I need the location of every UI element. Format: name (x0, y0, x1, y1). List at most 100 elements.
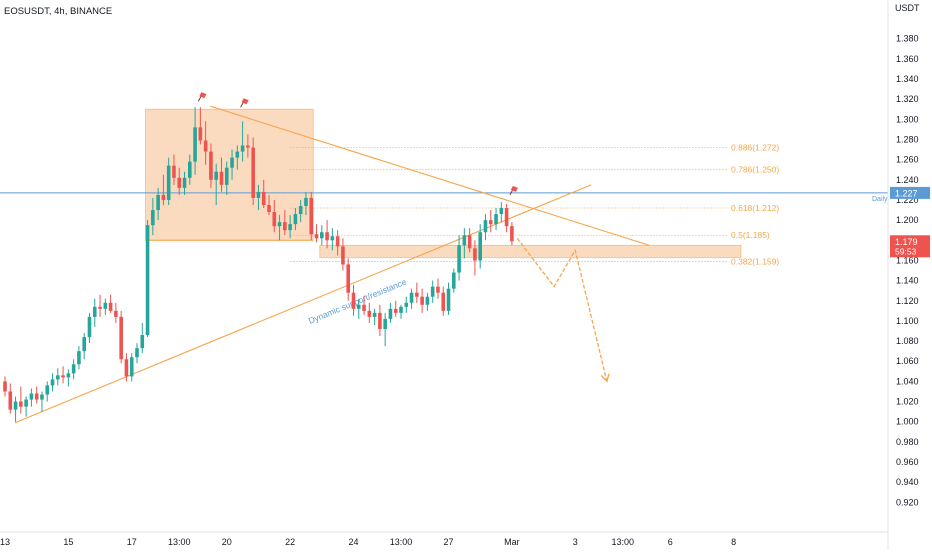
candle-body-19 (103, 302, 108, 309)
candle-body-28 (151, 210, 155, 226)
price-tick-21: 0.960 (896, 457, 919, 467)
candle-body-53 (283, 222, 287, 231)
candle-body-80 (425, 296, 430, 305)
time-tick-13: 8 (731, 537, 736, 547)
candle-body-70 (372, 312, 377, 317)
price-tick-2: 1.340 (896, 74, 919, 84)
price-tick-18: 1.020 (896, 397, 919, 407)
candle-body-83 (441, 292, 446, 311)
candle-body-57 (304, 197, 308, 207)
candle-body-94 (499, 208, 504, 215)
fib-label-0.886: 0.886(1.272) (731, 143, 779, 153)
fib-label-0.382: 0.382(1.159) (731, 256, 779, 266)
candle-body-36 (193, 127, 197, 162)
price-tick-12: 1.140 (896, 276, 919, 286)
time-tick-1: 15 (63, 537, 73, 547)
candle-body-9 (50, 379, 55, 386)
candle-body-26 (140, 335, 145, 349)
candle-body-33 (177, 177, 182, 188)
current-price-tag-bg (890, 235, 930, 258)
candle-body-63 (335, 236, 340, 247)
candle-body-81 (430, 286, 435, 297)
candle-body-56 (298, 206, 303, 215)
trendline-0 (14, 184, 592, 424)
candle-body-90 (478, 232, 482, 261)
projection-path (516, 237, 608, 382)
candle-body-89 (473, 248, 477, 261)
candles-layer (3, 107, 514, 422)
candle-body-49 (261, 191, 266, 205)
candle-body-13 (71, 364, 76, 374)
symbol-title: EOSUSDT, 4h, BINANCE (4, 6, 112, 17)
candle-body-88 (467, 235, 472, 249)
time-tick-4: 20 (222, 537, 232, 547)
price-tick-0: 1.380 (896, 34, 919, 44)
candle-body-21 (114, 310, 118, 317)
candle-body-23 (124, 359, 129, 377)
candle-body-43 (230, 157, 234, 168)
candle-body-16 (87, 316, 92, 338)
candle-body-11 (61, 375, 65, 378)
candle-body-46 (246, 145, 250, 148)
time-tick-11: 13:00 (611, 537, 634, 547)
candle-body-2 (13, 401, 18, 410)
candle-body-8 (45, 385, 50, 395)
candle-body-48 (256, 191, 261, 198)
time-tick-3: 13:00 (168, 537, 191, 547)
candle-body-18 (98, 306, 102, 309)
candle-body-60 (320, 232, 324, 239)
daily-level-label: Daily (872, 196, 888, 203)
price-axis-unit: USDT (895, 3, 920, 13)
flag-icon-0 (199, 92, 207, 99)
candle-body-32 (172, 165, 176, 178)
candle-body-50 (267, 204, 271, 213)
price-tick-23: 0.920 (896, 497, 919, 507)
price-tick-5: 1.280 (896, 134, 919, 144)
candle-body-40 (214, 171, 218, 180)
candle-body-95 (504, 208, 509, 227)
candle-body-59 (314, 234, 319, 239)
overlay-layer (197, 92, 610, 383)
candle-body-5 (29, 393, 34, 400)
candle-body-96 (510, 226, 514, 242)
candle-body-62 (330, 236, 335, 241)
candle-body-12 (66, 373, 71, 378)
flag-icon-2 (510, 185, 518, 192)
candle-body-22 (119, 316, 123, 360)
candle-body-15 (82, 337, 86, 352)
candle-body-77 (409, 292, 414, 303)
candle-body-45 (240, 145, 245, 152)
fib-label-0.5: 0.5(1.185) (731, 230, 770, 240)
supply-zone-0 (145, 108, 314, 241)
current-price-countdown: 59:53 (895, 246, 917, 256)
candle-body-87 (462, 235, 467, 246)
candle-body-79 (420, 296, 424, 305)
candle-body-69 (367, 310, 372, 317)
candle-body-20 (108, 302, 113, 311)
price-tick-17: 1.040 (896, 376, 919, 386)
candle-body-6 (34, 393, 39, 400)
price-tick-11: 1.160 (896, 255, 919, 265)
price-tick-13: 1.120 (896, 296, 919, 306)
candle-body-37 (198, 127, 203, 141)
daily-price-tag: 1.227 (895, 188, 918, 198)
time-tick-9: Mar (504, 537, 520, 547)
supply-zone-1 (319, 244, 742, 258)
candle-body-52 (277, 222, 282, 227)
candle-body-93 (494, 214, 498, 225)
fibonacci-layer: 0.886(1.272) 0.786(1.250) 0.618(1.212) 0.5(… (290, 143, 779, 266)
candle-body-85 (452, 272, 456, 289)
time-tick-10: 3 (573, 537, 578, 547)
price-tick-7: 1.240 (896, 175, 919, 185)
candle-body-51 (272, 212, 277, 227)
candle-body-74 (393, 308, 398, 313)
candle-body-31 (166, 165, 171, 200)
candle-body-35 (188, 161, 192, 178)
price-tick-14: 1.100 (896, 316, 919, 326)
candle-body-82 (436, 286, 440, 293)
price-tick-19: 1.000 (896, 417, 919, 427)
candle-body-67 (356, 304, 361, 309)
